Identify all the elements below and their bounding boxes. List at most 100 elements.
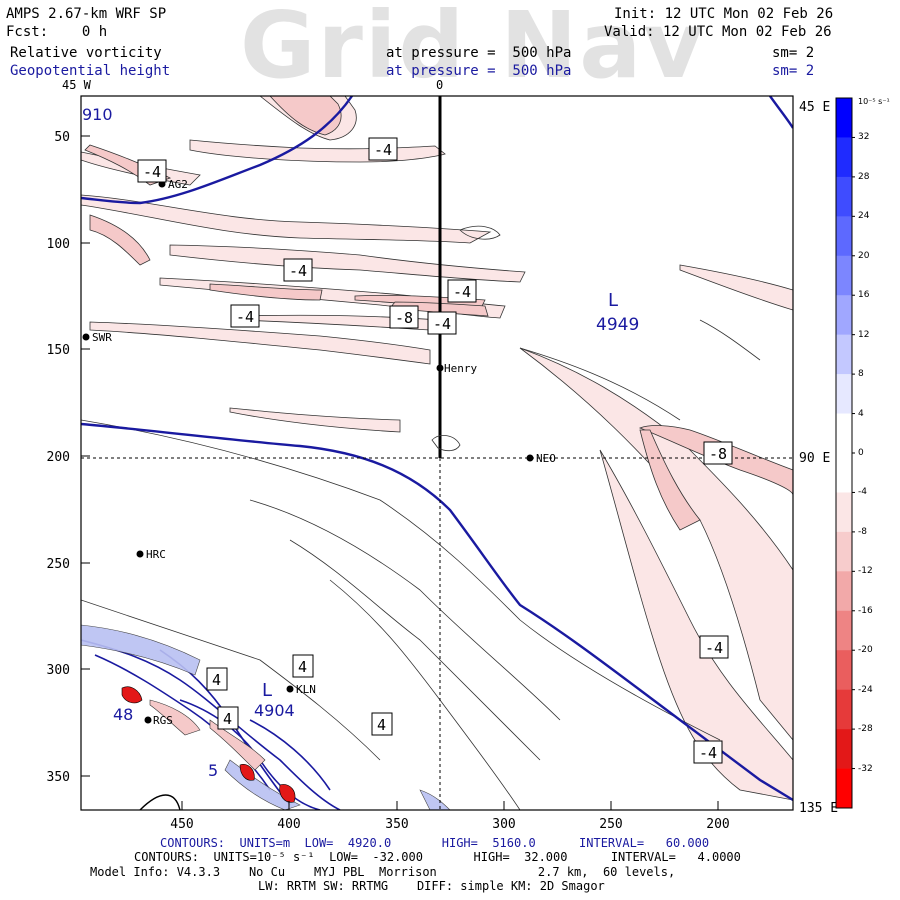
contour-label: -4 xyxy=(453,283,471,301)
colorbar-swatch xyxy=(836,216,852,257)
colorbar-swatch xyxy=(836,571,852,612)
right-label-90e: 90 E xyxy=(799,451,830,466)
low-center-value: 4904 xyxy=(254,701,295,720)
station-label: AG2 xyxy=(168,178,188,191)
colorbar-swatch xyxy=(836,255,852,296)
y-tick-label: 250 xyxy=(47,557,70,572)
colorbar-units: 10⁻⁵ s⁻¹ xyxy=(858,97,890,106)
colorbar-tick-label: 0 xyxy=(858,448,864,458)
model-title: AMPS 2.67-km WRF SP xyxy=(6,6,167,22)
watermark-text: Grid Nav xyxy=(240,0,706,99)
station-label: SWR xyxy=(92,331,112,344)
colorbar-swatch xyxy=(836,453,852,493)
map-content xyxy=(81,96,793,810)
station-label: NEO xyxy=(536,452,556,465)
contour-label: 4 xyxy=(212,671,221,689)
x-tick-label: 300 xyxy=(492,817,515,832)
contour-label: -4 xyxy=(699,744,717,762)
colorbar-tick-label: -28 xyxy=(858,724,873,735)
colorbar-tick-label: 16 xyxy=(858,290,870,301)
colorbar-tick-label: -16 xyxy=(858,605,873,616)
station-marker xyxy=(144,716,152,724)
station-marker xyxy=(526,454,534,462)
y-tick-label: 100 xyxy=(47,237,70,252)
height-label: 5 xyxy=(208,761,218,780)
init-time: Init: 12 UTC Mon 02 Feb 26 xyxy=(614,6,834,22)
station-label: KLN xyxy=(296,683,316,696)
contour-label: 4 xyxy=(298,658,307,676)
forecast-hour: Fcst: 0 h xyxy=(6,24,108,40)
field2-smoothing: sm= 2 xyxy=(772,63,815,79)
contour-label: -8 xyxy=(395,309,413,327)
y-tick-label: 150 xyxy=(47,343,70,358)
colorbar-tick-label: -4 xyxy=(858,487,867,498)
low-center-marker: L xyxy=(262,680,272,701)
footer-physics-info: LW: RRTM SW: RRTMG DIFF: simple KM: 2D S… xyxy=(258,879,605,893)
colorbar-tick-label: -12 xyxy=(858,566,873,577)
y-tick-label: 50 xyxy=(54,130,70,145)
colorbar-tick-label: 4 xyxy=(858,408,864,419)
contour-label: -4 xyxy=(143,163,161,181)
colorbar-tick-label: 32 xyxy=(858,132,870,143)
valid-time: Valid: 12 UTC Mon 02 Feb 26 xyxy=(604,24,832,40)
colorbar-swatch xyxy=(836,413,852,454)
station-label: Henry xyxy=(444,362,477,375)
right-label-135e: 135 E xyxy=(799,801,838,816)
x-tick-label: 200 xyxy=(706,817,729,832)
field1-name: Relative vorticity xyxy=(10,45,162,61)
colorbar-swatch xyxy=(836,531,852,572)
x-tick-label: 400 xyxy=(277,817,300,832)
colorbar-swatch xyxy=(836,137,852,178)
colorbar-swatch xyxy=(836,334,852,375)
colorbar-tick-label: 12 xyxy=(858,329,870,340)
field1-smoothing: sm= 2 xyxy=(772,45,815,61)
contour-label: -4 xyxy=(705,639,723,657)
contour-label: 4 xyxy=(223,710,232,728)
colorbar-swatch xyxy=(836,374,852,414)
contour-label: -4 xyxy=(374,141,392,159)
station-label: RGS xyxy=(153,714,173,727)
station-marker xyxy=(436,364,444,372)
top-label-0: 0 xyxy=(436,78,443,92)
colorbar-tick-label: -8 xyxy=(858,526,867,537)
station-marker xyxy=(82,333,90,341)
colorbar xyxy=(835,97,855,809)
low-center-value: 4949 xyxy=(596,315,639,335)
footer-height-contours: CONTOURS: UNITS=m LOW= 4920.0 HIGH= 5160… xyxy=(160,836,710,850)
field2-pressure: at pressure = 500 hPa xyxy=(386,63,572,79)
colorbar-swatch xyxy=(836,295,852,335)
height-label: 910 xyxy=(82,105,113,124)
y-tick-label: 200 xyxy=(47,450,70,465)
colorbar-tick-label: 28 xyxy=(858,171,870,182)
top-label-45w: 45 W xyxy=(62,78,92,92)
colorbar-tick-label: -32 xyxy=(858,763,873,774)
colorbar-tick-label: -20 xyxy=(858,645,873,656)
field1-pressure: at pressure = 500 hPa xyxy=(386,45,572,61)
contour-label: -4 xyxy=(433,315,451,333)
contour-label: -4 xyxy=(289,262,307,280)
station-marker xyxy=(286,685,294,693)
colorbar-tick-label: 8 xyxy=(858,369,864,380)
colorbar-swatch xyxy=(836,492,852,533)
colorbar-swatch xyxy=(836,176,852,217)
station-label: HRC xyxy=(146,548,166,561)
colorbar-swatch xyxy=(836,689,852,730)
x-tick-label: 350 xyxy=(385,817,408,832)
y-tick-label: 300 xyxy=(47,663,70,678)
x-tick-label: 450 xyxy=(170,817,193,832)
height-label: 48 xyxy=(113,705,133,724)
right-label-45e: 45 E xyxy=(799,100,830,115)
station-marker xyxy=(136,550,144,558)
low-center-marker: L xyxy=(608,290,618,311)
colorbar-tick-label: 24 xyxy=(858,211,870,222)
colorbar-swatch xyxy=(836,98,852,138)
colorbar-swatch xyxy=(836,610,852,651)
field2-name: Geopotential height xyxy=(10,63,171,79)
footer-model-info: Model Info: V4.3.3 No Cu MYJ PBL Morriso… xyxy=(90,865,676,879)
colorbar-tick-label: 20 xyxy=(858,250,870,261)
colorbar-swatch xyxy=(836,729,852,769)
contour-label: -8 xyxy=(709,445,727,463)
footer-vorticity-contours: CONTOURS: UNITS=10⁻⁵ s⁻¹ LOW= -32.000 HI… xyxy=(134,850,741,864)
colorbar-tick-label: -24 xyxy=(858,684,873,695)
